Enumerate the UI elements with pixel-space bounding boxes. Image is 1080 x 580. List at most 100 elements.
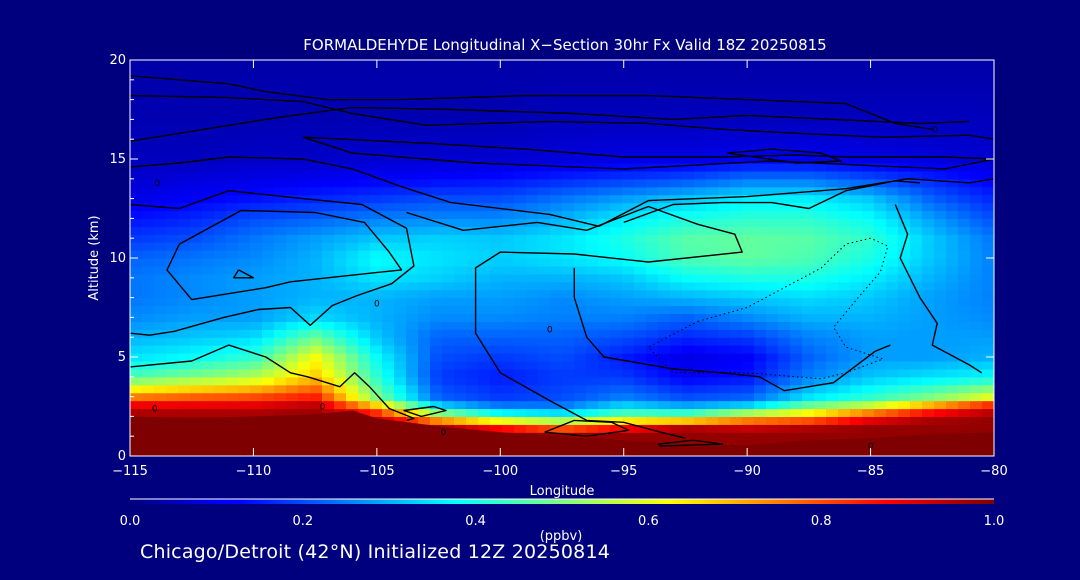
field-cell [730, 416, 743, 425]
field-cell [742, 258, 755, 267]
field-cell [958, 170, 971, 180]
field-cell [514, 115, 527, 124]
field-cell [190, 400, 203, 410]
field-cell [550, 178, 563, 188]
field-cell [298, 170, 311, 180]
field-cell [430, 83, 443, 93]
field-cell [226, 170, 239, 180]
field-cell [934, 384, 947, 394]
field-cell [682, 305, 695, 315]
field-cell [274, 329, 287, 338]
field-cell [646, 218, 659, 227]
field-cell [166, 194, 179, 204]
field-cell [970, 321, 983, 330]
field-cell [286, 273, 299, 283]
field-cell [538, 384, 551, 394]
field-cell [130, 178, 143, 188]
field-cell [466, 147, 479, 156]
field-cell [946, 424, 959, 433]
field-cell [670, 131, 683, 140]
field-cell [778, 329, 791, 338]
field-cell [982, 194, 994, 204]
field-cell [178, 345, 191, 354]
field-cell [970, 329, 983, 338]
field-cell [814, 360, 827, 370]
field-cell [370, 281, 383, 291]
field-cell [730, 194, 743, 204]
field-cell [706, 194, 719, 204]
field-cell [982, 123, 994, 132]
field-cell [934, 178, 947, 188]
field-cell [898, 400, 911, 410]
field-cell [778, 258, 791, 267]
field-cell [298, 368, 311, 378]
field-cell [694, 408, 707, 417]
field-cell [682, 115, 695, 124]
field-cell [274, 115, 287, 124]
field-cell [382, 376, 395, 386]
field-cell [742, 162, 755, 172]
field-cell [658, 115, 671, 124]
field-cell [382, 360, 395, 370]
field-cell [634, 155, 647, 164]
field-cell [346, 384, 359, 394]
field-cell [166, 368, 179, 378]
field-cell [802, 424, 815, 433]
field-cell [586, 392, 599, 402]
field-cell [466, 178, 479, 188]
field-cell [442, 155, 455, 164]
field-cell [862, 107, 875, 117]
field-cell [346, 83, 359, 93]
field-cell [646, 147, 659, 156]
field-cell [934, 107, 947, 117]
field-cell [586, 155, 599, 164]
field-cell [934, 353, 947, 362]
field-cell [502, 289, 515, 299]
field-cell [838, 400, 851, 410]
field-cell [910, 67, 923, 77]
field-cell [334, 281, 347, 291]
field-cell [622, 202, 635, 212]
field-cell [718, 210, 731, 219]
field-cell [646, 75, 659, 85]
field-cell [130, 107, 143, 117]
field-cell [466, 83, 479, 93]
field-cell [826, 107, 839, 117]
field-cell [634, 123, 647, 132]
field-cell [250, 281, 263, 291]
field-cell [574, 155, 587, 164]
field-cell [670, 392, 683, 402]
field-cell [514, 273, 527, 283]
field-cell [622, 178, 635, 188]
field-cell [538, 281, 551, 291]
field-cell [418, 329, 431, 338]
field-cell [910, 186, 923, 196]
field-cell [238, 368, 251, 378]
field-cell [334, 321, 347, 330]
field-cell [154, 131, 167, 140]
field-cell [982, 83, 994, 93]
field-cell [814, 123, 827, 132]
field-cell [766, 360, 779, 370]
field-cell [934, 281, 947, 291]
field-cell [910, 194, 923, 204]
field-cell [730, 265, 743, 275]
field-cell [946, 258, 959, 267]
field-cell [298, 226, 311, 235]
field-cell [562, 99, 575, 109]
field-cell [610, 147, 623, 156]
field-cell [214, 273, 227, 283]
field-cell [982, 281, 994, 291]
field-cell [862, 123, 875, 132]
field-cell [982, 67, 994, 77]
field-cell [274, 194, 287, 204]
field-cell [970, 202, 983, 212]
field-cell [202, 360, 215, 370]
field-cell [982, 250, 994, 259]
field-cell [886, 384, 899, 394]
field-cell [238, 99, 251, 109]
field-cell [190, 297, 203, 307]
field-cell [790, 99, 803, 109]
field-cell [478, 194, 491, 204]
field-cell [610, 432, 623, 441]
